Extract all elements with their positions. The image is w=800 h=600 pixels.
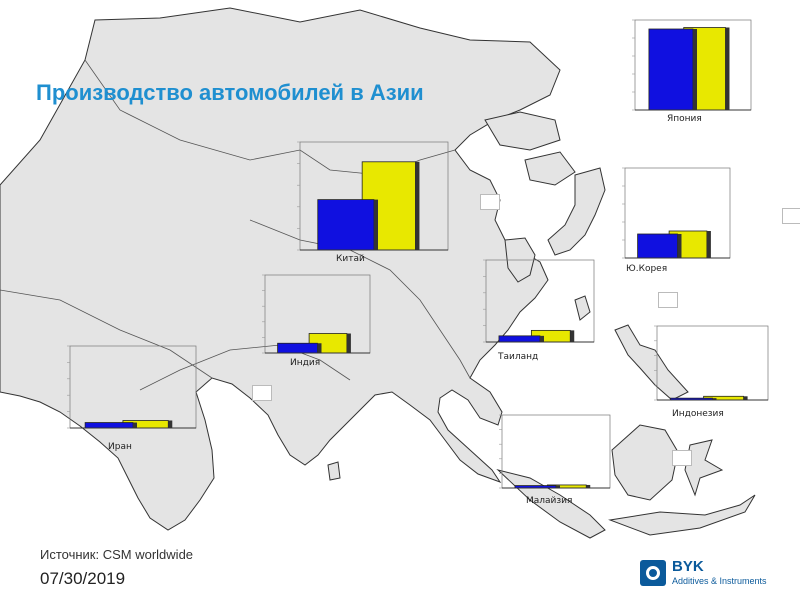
plot-frame	[501, 414, 611, 489]
chart-malaysia: Малайзия	[474, 405, 614, 506]
chart-china: Китай	[262, 132, 500, 264]
chart-plot	[297, 141, 449, 251]
bar-series-2-shade	[743, 396, 748, 400]
slide-date: 07/30/2019	[40, 569, 126, 588]
source-note: Источник: CSM worldwide	[40, 547, 194, 562]
logo-name: BYK	[672, 558, 704, 575]
chart-iran: Иран	[38, 336, 200, 452]
bar-series-2-shade	[725, 27, 730, 110]
country-border	[139, 344, 351, 391]
bar-series-1-shade	[374, 199, 378, 250]
bar-series-1	[277, 342, 318, 354]
bar-series-1	[84, 422, 134, 429]
chart-plot	[499, 414, 611, 489]
chart-india: Индия	[238, 265, 374, 401]
chart-label-thailand: Таиланд	[498, 352, 539, 362]
bar-series-2-shade	[415, 161, 420, 250]
bar-series-1	[637, 233, 678, 259]
country-border	[0, 289, 213, 379]
bar-series-1	[498, 335, 541, 343]
bar-series-2-shade	[586, 484, 591, 488]
mainland-asia	[0, 7, 561, 531]
bar-series-1-shade	[693, 29, 697, 110]
island-japan	[547, 167, 606, 256]
chart-legend	[672, 450, 692, 466]
chart-label-china: Китай	[336, 254, 365, 264]
bar-series-1-shade	[556, 485, 560, 488]
slide-title: Производство автомобилей в Азии	[36, 80, 424, 105]
chart-label-india: Индия	[290, 358, 321, 368]
chart-plot	[632, 19, 752, 111]
plot-frame	[656, 325, 769, 401]
country-border	[249, 219, 471, 379]
chart-plot	[483, 259, 595, 343]
chart-plot	[622, 167, 731, 259]
plot-frame	[485, 259, 595, 343]
bar-series-2-shade	[706, 231, 711, 258]
bar-series-2-shade	[570, 330, 575, 342]
bar-series-1-shade	[133, 422, 137, 428]
island-sakhalin	[484, 111, 561, 151]
chart-label-iran: Иран	[108, 442, 132, 452]
bar-series-1-shade	[712, 398, 717, 400]
island-java	[608, 494, 756, 536]
bar-series-2-shade	[168, 420, 173, 428]
chart-thailand: Таиланд	[458, 250, 678, 362]
chart-label-indonesia: Индонезия	[672, 409, 724, 419]
chart-plot	[262, 274, 371, 354]
bar-series-1-shade	[540, 335, 544, 342]
bar-series-1-shade	[677, 234, 682, 258]
chart-legend	[252, 385, 272, 401]
bar-series-2-shade	[346, 333, 351, 353]
chart-legend	[658, 292, 678, 308]
chart-label-malaysia: Малайзия	[526, 496, 573, 506]
chart-label-south-korea: Ю.Корея	[626, 264, 668, 274]
islands-philippines	[614, 324, 689, 401]
chart-south-korea: Ю.Корея	[598, 158, 800, 274]
byk-logo: BYK Additives & Instruments	[640, 558, 770, 590]
byk-logo-icon	[640, 560, 666, 586]
island-borneo	[611, 424, 679, 501]
island-srilanka	[327, 461, 341, 481]
chart-legend	[782, 208, 800, 224]
chart-label-japan: Япония	[667, 114, 702, 124]
island-hokkaido	[524, 151, 576, 186]
chart-indonesia: Индонезия	[628, 316, 772, 466]
bar-series-1	[648, 28, 694, 111]
chart-plot	[67, 345, 197, 429]
plot-frame	[69, 345, 197, 429]
bar-series-1	[317, 199, 375, 251]
bar-series-1-shade	[317, 343, 322, 353]
island-sulawesi	[684, 439, 724, 497]
island-taiwan	[574, 295, 591, 321]
logo-subtitle: Additives & Instruments	[672, 576, 767, 586]
chart-legend	[480, 194, 500, 210]
chart-plot	[654, 325, 769, 401]
chart-japan: Япония	[605, 10, 755, 124]
